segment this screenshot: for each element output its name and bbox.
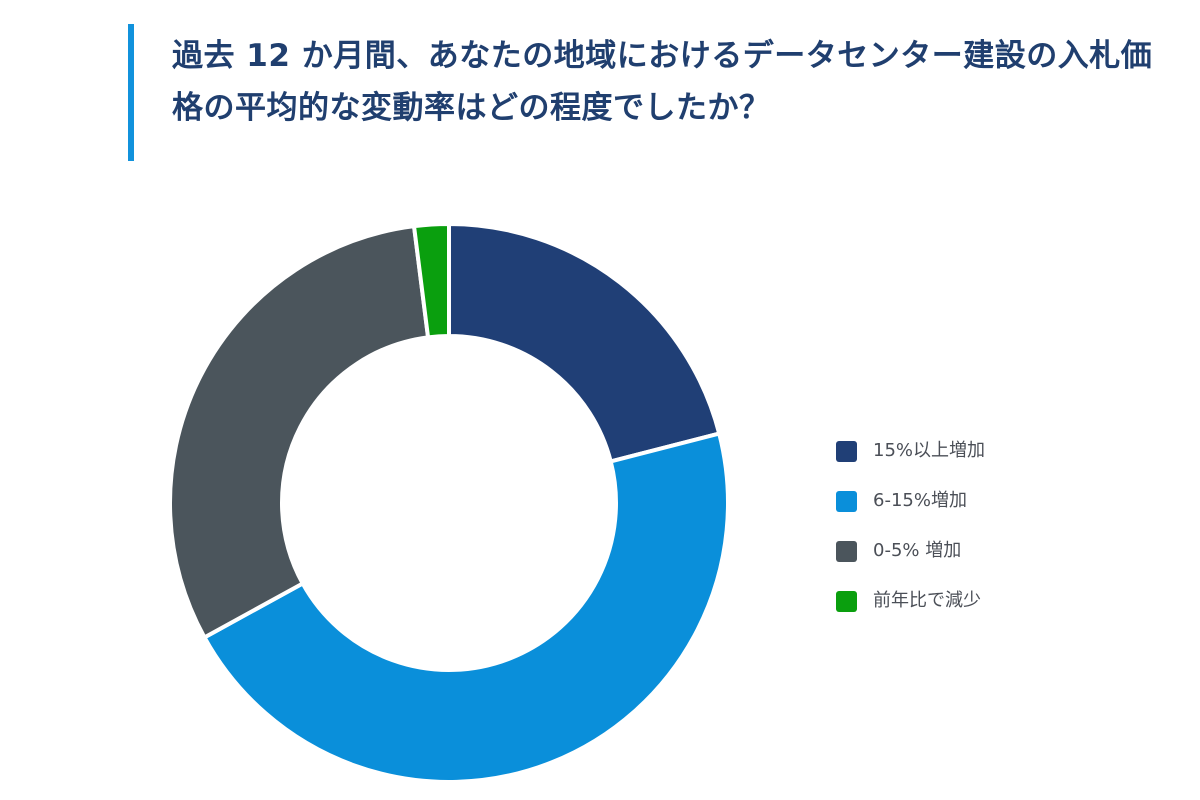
donut-slices — [168, 222, 730, 784]
legend-swatch-15-plus — [836, 440, 857, 462]
legend-label-0-5: 0-5% 増加 — [873, 540, 962, 561]
legend-item-6-15: 6-15%増加 — [836, 476, 1096, 526]
donut-slice-decrease — [412, 222, 451, 340]
chart-legend: 15%以上増加 6-15%増加 0-5% 増加 前年比で減少 — [836, 426, 1096, 626]
legend-item-15-plus: 15%以上増加 — [836, 426, 1096, 476]
legend-swatch-6-15 — [836, 490, 857, 512]
chart-title: 過去 12 か月間、あなたの地域におけるデータセンター建設の入札価格の平均的な変… — [172, 38, 1153, 126]
donut-slice-15-plus — [447, 222, 722, 464]
legend-label-15-plus: 15%以上増加 — [873, 440, 986, 461]
title-accent-bar — [128, 24, 134, 161]
legend-swatch-0-5 — [836, 540, 857, 562]
legend-label-decrease: 前年比で減少 — [873, 590, 981, 611]
legend-item-0-5: 0-5% 増加 — [836, 526, 1096, 576]
legend-label-6-15: 6-15%増加 — [873, 490, 967, 511]
donut-slice-6-15 — [202, 431, 730, 784]
donut-slice-0-5 — [168, 224, 431, 640]
legend-swatch-decrease — [836, 590, 857, 612]
legend-item-decrease: 前年比で減少 — [836, 576, 1096, 626]
